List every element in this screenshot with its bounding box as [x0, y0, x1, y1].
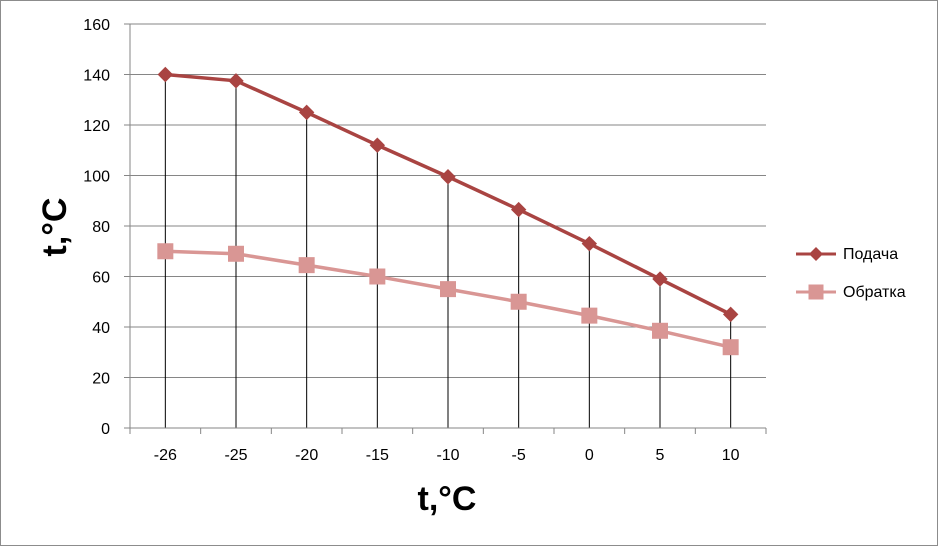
- data-point-square: [228, 245, 244, 262]
- x-axis-title: t,°C: [418, 480, 477, 518]
- y-tick-label: 160: [83, 17, 110, 34]
- legend-label: Подача: [843, 246, 898, 263]
- y-axis-title: t,°C: [36, 198, 74, 257]
- data-point-square: [722, 339, 739, 356]
- data-point-diamond: [440, 169, 456, 185]
- y-tick-label: 80: [92, 219, 110, 236]
- legend-marker-diamond: [809, 247, 823, 261]
- data-point-diamond: [510, 201, 527, 218]
- data-point-diamond: [652, 271, 668, 287]
- legend-label: Обратка: [843, 284, 906, 301]
- data-point-square: [298, 257, 315, 274]
- legend-item-return: Обратка: [796, 284, 906, 301]
- x-tick-label: -15: [366, 447, 389, 464]
- data-point-diamond: [157, 66, 174, 83]
- x-tick-label: -10: [436, 447, 459, 464]
- data-point-square: [157, 243, 174, 260]
- y-tick-label: 120: [83, 118, 110, 135]
- x-tick-label: -25: [224, 447, 247, 464]
- data-point-diamond: [369, 137, 386, 153]
- y-tick-label: 140: [83, 68, 110, 85]
- data-point-diamond: [298, 104, 315, 121]
- y-tick-label: 100: [83, 169, 110, 186]
- data-point-square: [440, 281, 456, 298]
- data-point-diamond: [581, 235, 598, 252]
- x-tick-label: 10: [722, 447, 740, 464]
- series-supply: [157, 66, 739, 323]
- x-tick-label: 0: [585, 447, 594, 464]
- drop-lines: [164, 74, 732, 428]
- x-tick-label: -26: [154, 447, 177, 464]
- y-tick-labels: 0 20 40 60 80 100 120 140 160: [83, 17, 110, 438]
- legend-marker-square: [808, 284, 824, 300]
- y-tick-label: 20: [92, 371, 110, 388]
- x-tick-label: -20: [295, 447, 318, 464]
- x-tick-labels: -26 -25 -20 -15 -10 -5 0 5 10: [154, 447, 740, 464]
- data-point-square: [652, 322, 668, 339]
- data-point-square: [510, 293, 527, 310]
- data-point-square: [369, 268, 386, 285]
- axes: [129, 24, 767, 434]
- series-group: [157, 66, 739, 356]
- gridlines: [124, 23, 766, 429]
- y-tick-label: 40: [92, 320, 110, 337]
- data-point-diamond: [228, 73, 244, 89]
- x-tick-label: -5: [512, 447, 526, 464]
- series-return: [157, 243, 739, 356]
- data-point-diamond: [722, 306, 739, 323]
- legend-item-supply: Подача: [796, 246, 898, 263]
- y-tick-label: 60: [92, 270, 110, 287]
- data-point-square: [581, 307, 598, 324]
- legend: Подача Обратка: [796, 246, 906, 301]
- x-tick-label: 5: [656, 447, 665, 464]
- y-tick-label: 0: [101, 421, 110, 438]
